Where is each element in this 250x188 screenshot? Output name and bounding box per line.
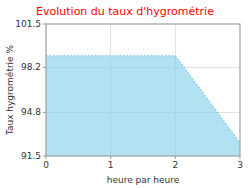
tick-label-x: 3 xyxy=(237,160,243,170)
y-axis-label: Taux hygrométrie % xyxy=(5,44,15,136)
plot-frame xyxy=(46,24,240,156)
x-axis-label: heure par heure xyxy=(107,175,180,185)
tick-label-y: 101.5 xyxy=(15,19,41,29)
tick-label-x: 2 xyxy=(172,160,178,170)
chart-svg: 91.5 94.8 98.2 101.5 0 1 2 3 Evolution du taux d… xyxy=(0,0,250,188)
tick-label-y: 91.5 xyxy=(21,151,41,161)
tick-x xyxy=(175,156,176,159)
tick-x xyxy=(110,156,111,159)
tick-label-x: 1 xyxy=(108,160,114,170)
grid xyxy=(46,24,240,156)
axes: 91.5 94.8 98.2 101.5 0 1 2 3 xyxy=(15,19,243,171)
title: Evolution du taux d'hygrométrie xyxy=(36,5,214,18)
tick-label-y: 94.8 xyxy=(21,107,41,117)
tick-y xyxy=(43,112,46,113)
tick-x xyxy=(240,156,241,159)
tick-y xyxy=(43,67,46,68)
plot-area xyxy=(46,56,240,156)
tick-label-x: 0 xyxy=(43,160,49,170)
chart-container: 91.5 94.8 98.2 101.5 0 1 2 3 Evolution du taux d… xyxy=(0,0,250,188)
tick-label-y: 98.2 xyxy=(21,62,41,72)
tick-x xyxy=(46,156,47,159)
area xyxy=(46,56,240,156)
line xyxy=(46,56,240,143)
tick-y xyxy=(43,24,46,25)
